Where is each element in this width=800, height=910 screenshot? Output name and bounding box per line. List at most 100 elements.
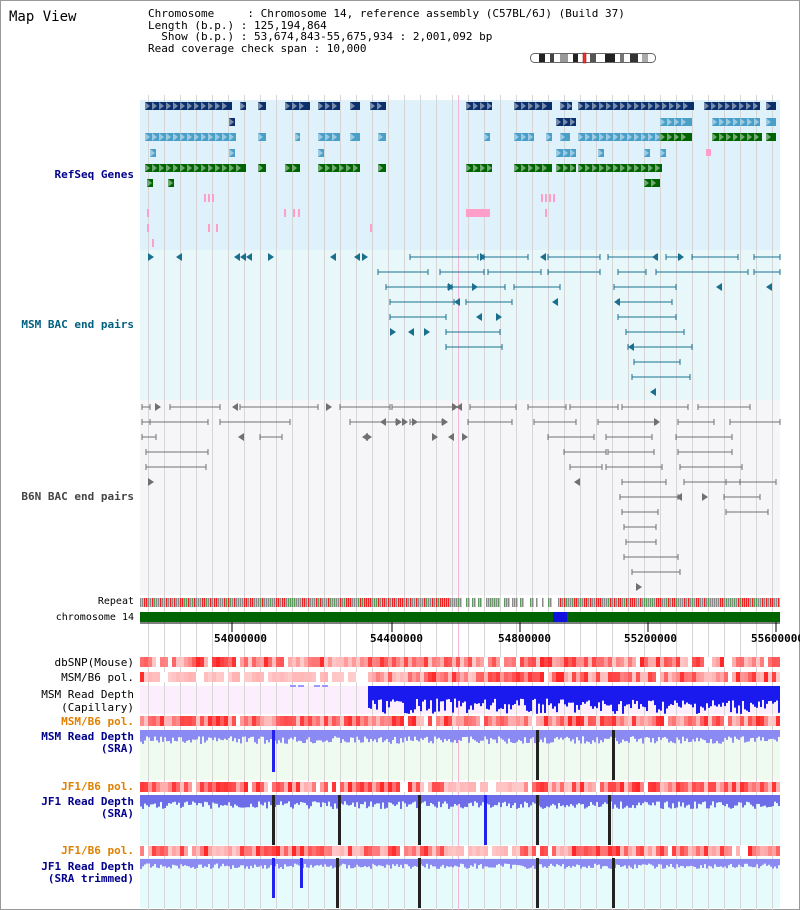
track-label-msm-b6-pol-1[interactable]: MSM/B6 pol. (61, 671, 134, 684)
msm-b6-pol-heat (168, 672, 172, 682)
jf1-depth-sra-bar (184, 795, 186, 803)
msm-b6-pol-heat (492, 716, 496, 726)
msm-b6-pol-heat (764, 672, 768, 682)
msm-depth-sra-bar (308, 730, 310, 738)
jf1-b6-pol-heat (540, 846, 544, 856)
jf1-depth-trimmed-bar (534, 859, 536, 869)
jf1-b6-pol-heat (324, 782, 328, 792)
msm-b6-pol-heat (560, 716, 564, 726)
msm-b6-pol-heat (312, 716, 316, 726)
msm-bac-end (454, 298, 460, 306)
track-label-chromosome[interactable]: chromosome 14 (55, 612, 134, 623)
msm-b6-pol-heat (716, 672, 720, 682)
track-label-jf1-depth-trimmed[interactable]: JF1 Read Depth (SRA trimmed) (0, 861, 134, 885)
msm-b6-pol-heat (356, 672, 360, 682)
jf1-b6-pol-heat (316, 846, 320, 856)
jf1-b6-pol-heat (520, 782, 524, 792)
jf1-depth-sra-bar (366, 795, 368, 809)
refseq-gene-arrow (194, 164, 199, 172)
refseq-gene-arrow (378, 164, 383, 172)
b6n-bac-end (654, 418, 660, 426)
msm-b6-pol-heat (732, 672, 736, 682)
jf1-depth-trimmed-bar (668, 859, 670, 867)
msm-depth-sra-bar (350, 730, 352, 738)
refseq-gene (168, 179, 174, 187)
repeat-block (474, 598, 476, 607)
msm-depth-sra-bar (410, 730, 412, 741)
track-label-jf1-b6-pol-2[interactable]: JF1/B6 pol. (61, 844, 134, 857)
msm-b6-pol-heat (724, 716, 728, 726)
jf1-depth-sra-bar (714, 795, 716, 808)
jf1-depth-sra-bar (690, 795, 692, 809)
jf1-depth-sra-bar (646, 795, 648, 803)
jf1-depth-trimmed-bar (530, 859, 532, 868)
jf1-depth-sra-bar (232, 795, 234, 808)
msm-depth-sra-bar (412, 730, 414, 742)
repeat-block (486, 598, 488, 607)
jf1-b6-pol-heat (760, 782, 764, 792)
grid-line (164, 95, 165, 910)
msm-b6-pol-heat (296, 672, 300, 682)
msm-b6-pol-heat (436, 672, 440, 682)
jf1-depth-sra-bar (326, 795, 328, 807)
msm-depth-sra-bar (454, 730, 456, 741)
track-label-jf1-b6-pol-1[interactable]: JF1/B6 pol. (61, 780, 134, 793)
msm-b6-pol-heat (404, 672, 408, 682)
msm-depth-sra-bar (178, 730, 180, 738)
refseq-gene-arrow (556, 149, 561, 157)
msm-b6-pol-heat (184, 672, 188, 682)
msm-depth-sra-bar (644, 730, 646, 738)
repeat-block (490, 598, 492, 607)
msm-b6-pol-heat (548, 672, 552, 682)
jf1-b6-pol-heat (684, 782, 688, 792)
msm-depth-sra-bar (338, 730, 340, 738)
repeat-block (328, 598, 330, 607)
track-label-dbsnp[interactable]: dbSNP(Mouse) (54, 656, 134, 669)
jf1-b6-pol-heat (308, 782, 312, 792)
track-label-msm-depth-capillary[interactable]: MSM Read Depth (Capillary) (0, 688, 134, 714)
msm-depth-sra-bar (242, 730, 244, 737)
jf1-depth-sra-bar (570, 795, 572, 805)
jf1-b6-pol-heat (748, 846, 752, 856)
jf1-depth-sra-bar (716, 795, 718, 803)
jf1-depth-trimmed-bar (234, 859, 236, 868)
track-label-msm-depth-sra[interactable]: MSM Read Depth (SRA) (0, 731, 134, 755)
track-label-repeat[interactable]: Repeat (97, 596, 134, 607)
jf1-b6-pol-heat (692, 782, 696, 792)
msm-depth-sra-bar (492, 730, 494, 740)
jf1-b6-pol-heat (304, 846, 308, 856)
track-label-jf1-depth[interactable]: JF1 Read Depth (SRA) (0, 796, 134, 820)
track-label-refseq[interactable]: RefSeq Genes (54, 168, 134, 181)
msm-depth-capillary-bar (662, 686, 664, 702)
jf1-depth-sra-bar (362, 795, 364, 805)
grid-line (420, 95, 421, 910)
dbsnp-heat (456, 657, 460, 667)
msm-b6-pol-heat (180, 672, 184, 682)
jf1-b6-pol-heat (436, 846, 440, 856)
msm-depth-sra-bar (370, 730, 372, 739)
jf1-depth-trimmed-bar (618, 859, 620, 866)
repeat-block (610, 598, 612, 607)
dbsnp-heat (696, 657, 700, 667)
msm-depth-sra-bar (506, 730, 508, 744)
jf1-depth-trimmed-bar (532, 859, 534, 866)
track-label-b6n-bac[interactable]: B6N BAC end pairs (21, 490, 134, 503)
jf1-depth-sra-bar (624, 795, 626, 808)
jf1-b6-pol-heat (548, 846, 552, 856)
msm-b6-pol-heat (140, 716, 144, 726)
track-label-msm-b6-pol-2[interactable]: MSM/B6 pol. (61, 715, 134, 728)
refseq-gene-arrow (669, 102, 674, 110)
jf1-depth-sra-bar (506, 795, 508, 807)
chromosome-ideogram[interactable] (530, 52, 656, 64)
track-label-msm-bac[interactable]: MSM BAC end pairs (21, 318, 134, 331)
jf1-depth-trimmed-bar (498, 859, 500, 864)
jf1-b6-pol-heat (568, 846, 572, 856)
msm-depth-sra-bar (220, 730, 222, 740)
jf1-b6-pol-heat (368, 782, 372, 792)
repeat-block (670, 598, 672, 607)
jf1-depth-trimmed-bar (722, 859, 724, 868)
jf1-b6-pol-heat (184, 782, 188, 792)
jf1-b6-pol-heat (640, 846, 644, 856)
repeat-block (668, 598, 670, 607)
